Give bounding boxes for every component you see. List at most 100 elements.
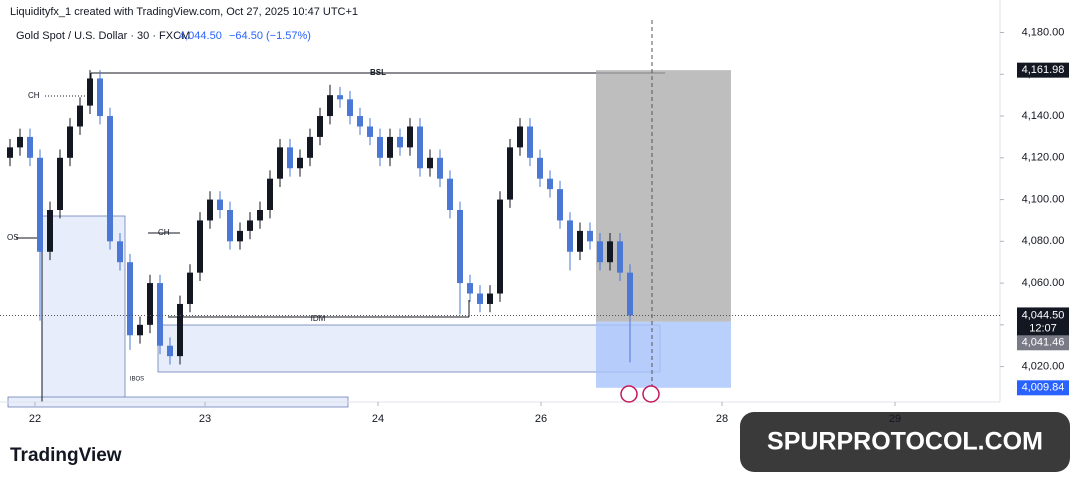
event-icon[interactable] bbox=[642, 385, 660, 403]
candle-body bbox=[27, 136, 33, 158]
candle-body bbox=[327, 95, 333, 117]
candle-body bbox=[97, 78, 103, 117]
candle-body bbox=[377, 136, 383, 158]
last-price: 4,044.50 bbox=[179, 30, 222, 42]
candle-body bbox=[337, 95, 343, 100]
annotation: CH bbox=[28, 91, 40, 100]
zone bbox=[157, 324, 661, 373]
candle-body bbox=[227, 210, 233, 242]
annotation: OS bbox=[7, 233, 19, 242]
price-tag-label: 4,041.46 bbox=[1022, 337, 1065, 349]
candle-body bbox=[237, 230, 243, 242]
event-icon[interactable] bbox=[620, 385, 638, 403]
candle-body bbox=[267, 178, 273, 210]
candle-body bbox=[477, 293, 483, 304]
x-tick-label: 28 bbox=[716, 413, 728, 425]
price-tag-label: 4,044.50 bbox=[1022, 309, 1065, 321]
annotation: CH bbox=[158, 228, 170, 237]
candle-body bbox=[137, 324, 143, 336]
candle-body bbox=[597, 241, 603, 263]
candle-body bbox=[147, 283, 153, 325]
y-tick-label: 4,060.00 bbox=[1022, 277, 1065, 289]
candle-body bbox=[407, 126, 413, 148]
logo: TradingView bbox=[10, 445, 122, 466]
candle-body bbox=[7, 147, 13, 158]
candle-body bbox=[527, 126, 533, 158]
candle-body bbox=[427, 157, 433, 169]
candle-body bbox=[307, 136, 313, 158]
y-tick-label: 4,180.00 bbox=[1022, 26, 1065, 38]
candle-body bbox=[347, 99, 353, 117]
candle-body bbox=[467, 283, 473, 294]
candle-body bbox=[517, 126, 523, 148]
candle-body bbox=[67, 126, 73, 158]
candle-body bbox=[187, 272, 193, 304]
candle-body bbox=[607, 241, 613, 263]
price-tag bbox=[1017, 62, 1069, 78]
candle-body bbox=[457, 210, 463, 284]
candle-body bbox=[257, 210, 263, 221]
candle-body bbox=[587, 230, 593, 242]
x-tick-label: 24 bbox=[372, 413, 384, 425]
candle-body bbox=[417, 126, 423, 169]
candle-body bbox=[397, 136, 403, 148]
zone bbox=[41, 215, 126, 403]
watermark-bg bbox=[740, 412, 1070, 472]
x-tick-label: 23 bbox=[199, 413, 211, 425]
candle-body bbox=[177, 303, 183, 357]
annotation: IBOS bbox=[130, 377, 144, 383]
price-tag bbox=[1017, 335, 1069, 351]
candle-body bbox=[87, 78, 93, 106]
candle-body bbox=[617, 241, 623, 273]
candle-body bbox=[127, 262, 133, 336]
y-tick-label: 4,120.00 bbox=[1022, 152, 1065, 164]
credit: Liquidityfx_1 created with TradingView.c… bbox=[10, 6, 358, 18]
candle-body bbox=[47, 210, 53, 252]
candle-body bbox=[547, 178, 553, 190]
candle-body bbox=[207, 199, 213, 221]
y-tick-label: 4,100.00 bbox=[1022, 193, 1065, 205]
candle-body bbox=[367, 126, 373, 137]
candle-body bbox=[57, 157, 63, 210]
candle-body bbox=[287, 147, 293, 169]
y-tick-label: 4,080.00 bbox=[1022, 235, 1065, 247]
candle-body bbox=[77, 105, 83, 127]
y-tick-label: 4,020.00 bbox=[1022, 360, 1065, 372]
candle-body bbox=[197, 220, 203, 273]
candle-body bbox=[537, 157, 543, 179]
candle-body bbox=[387, 136, 393, 158]
candle-body bbox=[567, 220, 573, 252]
price-change: −64.50 (−1.57%) bbox=[229, 30, 311, 42]
stop-zone bbox=[596, 321, 731, 388]
candle-body bbox=[277, 147, 283, 179]
candle-body bbox=[247, 220, 253, 231]
target-zone bbox=[596, 70, 731, 322]
price-tag-label: 4,161.98 bbox=[1022, 64, 1065, 76]
annotation: BSL bbox=[370, 68, 386, 77]
candle-body bbox=[107, 116, 113, 242]
candle-body bbox=[627, 272, 633, 316]
candle-body bbox=[557, 189, 563, 221]
x-tick-label: 22 bbox=[29, 413, 41, 425]
candle-body bbox=[487, 293, 493, 304]
price-tag-label: 4,009.84 bbox=[1022, 382, 1065, 394]
watermark: SPURPROTOCOL.COM bbox=[767, 428, 1043, 456]
candle-body bbox=[37, 157, 43, 252]
candle-body bbox=[447, 178, 453, 210]
x-tick-label: 29 bbox=[889, 413, 901, 425]
price-tag bbox=[1017, 307, 1069, 338]
x-tick-label: 26 bbox=[535, 413, 547, 425]
candle-body bbox=[577, 230, 583, 252]
countdown: 12:07 bbox=[1029, 322, 1057, 334]
candle-body bbox=[507, 147, 513, 200]
candle-body bbox=[167, 345, 173, 357]
candle-body bbox=[497, 199, 503, 294]
annotation: IDM bbox=[311, 314, 326, 323]
candle-body bbox=[117, 241, 123, 263]
candle-body bbox=[317, 116, 323, 137]
candle-body bbox=[17, 136, 23, 148]
candle-body bbox=[357, 116, 363, 127]
candle-body bbox=[437, 157, 443, 179]
price-tag bbox=[1017, 380, 1069, 396]
